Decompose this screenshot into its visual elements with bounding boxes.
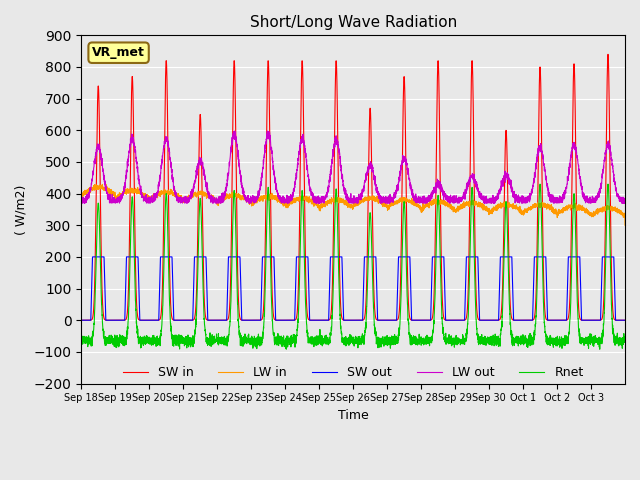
LW out — [621, 200, 629, 206]
Line: LW out: LW out — [81, 131, 625, 203]
Rnet — [190, 335, 198, 341]
LW in — [373, 199, 381, 204]
Rnet — [373, 338, 381, 344]
X-axis label: Time: Time — [338, 409, 369, 422]
Rnet — [543, 337, 550, 343]
LW out — [190, 181, 198, 187]
Rnet — [77, 334, 85, 339]
LW in — [77, 192, 85, 197]
LW in — [502, 203, 510, 208]
LW out — [543, 181, 551, 187]
Rnet — [621, 338, 629, 344]
Title: Short/Long Wave Radiation: Short/Long Wave Radiation — [250, 15, 457, 30]
SW in — [543, 317, 550, 323]
LW in — [190, 192, 198, 197]
Rnet — [403, 261, 410, 266]
SW in — [373, 317, 381, 323]
Rnet — [502, 199, 510, 204]
SW out — [529, 303, 537, 309]
SW in — [403, 195, 410, 201]
LW in — [403, 198, 410, 204]
LW out — [77, 197, 85, 203]
LW out — [403, 163, 410, 168]
Y-axis label: ( W/m2): ( W/m2) — [15, 184, 28, 235]
Line: Rnet: Rnet — [81, 184, 625, 349]
SW out — [373, 305, 381, 311]
LW in — [529, 203, 537, 209]
SW in — [621, 317, 629, 323]
SW out — [543, 298, 551, 303]
SW out — [89, 254, 97, 260]
LW out — [231, 128, 239, 134]
Legend: SW in, LW in, SW out, LW out, Rnet: SW in, LW in, SW out, LW out, Rnet — [118, 361, 589, 384]
LW in — [621, 222, 629, 228]
Rnet — [604, 181, 612, 187]
SW in — [604, 51, 612, 57]
LW out — [502, 171, 510, 177]
SW out — [190, 266, 198, 272]
LW out — [374, 185, 381, 191]
LW in — [543, 203, 551, 208]
SW in — [190, 316, 198, 322]
Line: SW out: SW out — [81, 257, 625, 320]
SW out — [621, 317, 629, 323]
SW out — [403, 254, 410, 260]
SW out — [77, 317, 85, 323]
Line: SW in: SW in — [81, 54, 625, 320]
Rnet — [529, 338, 537, 344]
LW out — [78, 200, 86, 206]
Rnet — [596, 347, 604, 352]
LW in — [102, 181, 110, 187]
LW out — [529, 182, 537, 188]
Text: VR_met: VR_met — [92, 46, 145, 59]
SW out — [502, 254, 510, 260]
Line: LW in: LW in — [81, 184, 625, 225]
SW in — [529, 317, 537, 323]
SW in — [77, 317, 85, 323]
SW in — [502, 128, 510, 133]
